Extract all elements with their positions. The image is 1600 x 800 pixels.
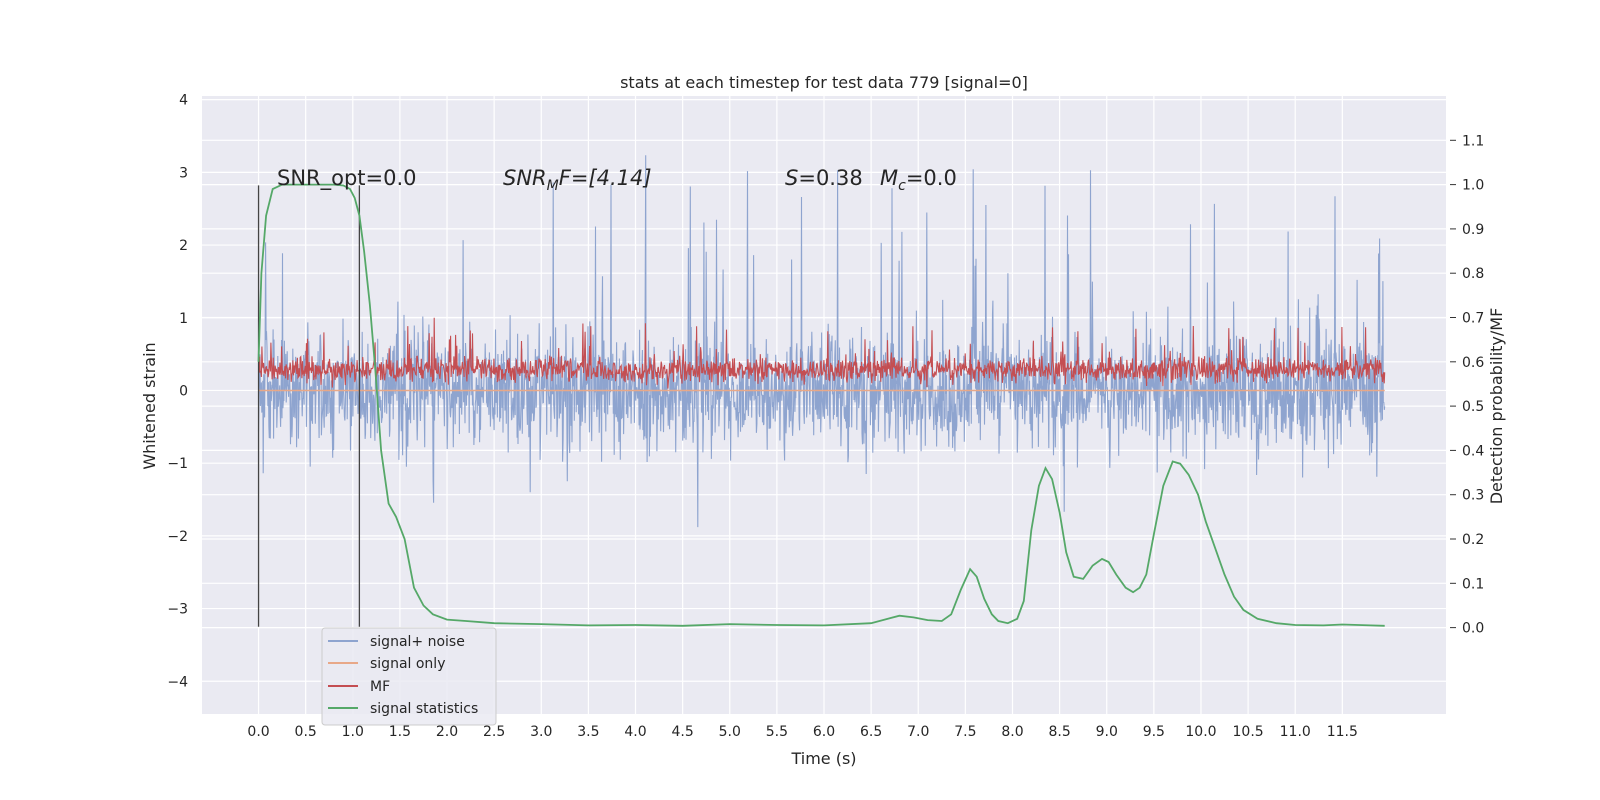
x-tick-label: 0.5 <box>295 724 317 740</box>
y-axis-ticks: 4 3 2 1 0 −1 −2 −3 −4 <box>167 93 188 691</box>
y2-tick-label: 0.2 <box>1462 532 1484 548</box>
x-tick-label: 5.0 <box>719 724 741 740</box>
y2-axis-label: Detection probability/MF <box>1487 308 1506 505</box>
y2-tick-label: 0.5 <box>1462 399 1484 415</box>
legend-label-signal-noise: signal+ noise <box>370 634 465 650</box>
signal-statistics-line <box>257 183 1385 627</box>
chart-title: stats at each timestep for test data 779… <box>620 73 1028 92</box>
legend-label-mf: MF <box>370 679 390 695</box>
x-tick-label: 10.5 <box>1233 724 1264 740</box>
annotation-s-main: S <box>785 166 798 190</box>
annotation-s: S=0.38 <box>785 166 863 190</box>
legend-label-signal-statistics: signal statistics <box>370 701 478 717</box>
annotation-snr-opt: SNR_opt=0.0 <box>277 166 417 191</box>
x-tick-label: 4.5 <box>672 724 694 740</box>
y2-tick-label: 0.7 <box>1462 311 1484 327</box>
x-tick-label: 2.5 <box>483 724 505 740</box>
x-tick-label: 9.5 <box>1143 724 1165 740</box>
series-mf <box>257 317 1386 389</box>
y-tick-label: 2 <box>179 238 188 254</box>
x-axis-ticks: 0.0 0.5 1.0 1.5 2.0 2.5 3.0 3.5 4.0 4.5 5.0 5.5 6.0 6… <box>247 724 1358 740</box>
y-tick-label: −2 <box>167 529 188 545</box>
x-tick-label: 6.5 <box>860 724 882 740</box>
y2-tick-label: 0.1 <box>1462 576 1484 592</box>
x-tick-label: 8.0 <box>1001 724 1023 740</box>
mf-line <box>257 317 1386 389</box>
y2-tick-label: 0.0 <box>1462 621 1484 637</box>
annotation-snr-mf: SNRMF=[4.14] <box>503 166 652 194</box>
x-tick-label: 3.5 <box>577 724 599 740</box>
y2-tick-label: 0.9 <box>1462 222 1484 238</box>
series-signal-statistics <box>257 183 1385 627</box>
y2-axis-ticks: 1.1 1.0 0.9 0.8 0.7 0.6 0.5 0.4 0.3 0.2 0.1 0.0 <box>1450 133 1484 637</box>
legend: signal+ noise signal only MF signal stat… <box>321 627 497 726</box>
annotation-snr-mf-rest: F=[4.14] <box>559 166 652 190</box>
x-tick-label: 1.5 <box>389 724 411 740</box>
y2-tick-label: 1.0 <box>1462 178 1484 194</box>
x-tick-label: 2.0 <box>436 724 458 740</box>
legend-box <box>321 627 497 726</box>
x-tick-label: 0.0 <box>247 724 269 740</box>
annotation-mc-sub: c <box>898 178 906 194</box>
x-axis-label: Time (s) <box>790 749 856 768</box>
y-tick-label: 0 <box>179 383 188 399</box>
legend-label-signal-only: signal only <box>370 656 445 672</box>
y-tick-label: 4 <box>179 93 188 109</box>
y-tick-label: 3 <box>179 165 188 181</box>
vertical-markers <box>257 185 361 627</box>
y2-tick-label: 0.4 <box>1462 443 1484 459</box>
x-tick-label: 6.0 <box>813 724 835 740</box>
y2-tick-label: 0.8 <box>1462 266 1484 282</box>
annotation-s-rest: =0.38 <box>798 166 862 190</box>
x-tick-label: 7.5 <box>954 724 976 740</box>
x-tick-label: 10.0 <box>1185 724 1216 740</box>
y2-tick-label: 0.3 <box>1462 488 1484 504</box>
x-tick-label: 4.0 <box>624 724 646 740</box>
y-tick-label: −1 <box>167 456 188 472</box>
x-tick-label: 8.5 <box>1048 724 1070 740</box>
annotation-mc-rest: =0.0 <box>906 166 957 190</box>
annotation-snr-mf-sub: M <box>547 178 559 194</box>
y2-tick-label: 0.6 <box>1462 355 1484 371</box>
x-tick-label: 5.5 <box>766 724 788 740</box>
annotation-mc: Mc=0.0 <box>880 166 957 194</box>
annotation-mc-main: M <box>880 166 898 190</box>
y-tick-label: −4 <box>167 674 188 690</box>
y2-tick-label: 1.1 <box>1462 133 1484 149</box>
y-tick-label: −3 <box>167 602 188 618</box>
annotation-snr-mf-main: SNR <box>503 166 547 190</box>
x-tick-label: 3.0 <box>530 724 552 740</box>
x-tick-label: 11.5 <box>1327 724 1358 740</box>
x-tick-label: 9.0 <box>1096 724 1118 740</box>
x-tick-label: 1.0 <box>342 724 364 740</box>
y-axis-label: Whitened strain <box>140 342 159 469</box>
y-tick-label: 1 <box>179 311 188 327</box>
x-tick-label: 7.0 <box>907 724 929 740</box>
x-tick-label: 11.0 <box>1280 724 1311 740</box>
